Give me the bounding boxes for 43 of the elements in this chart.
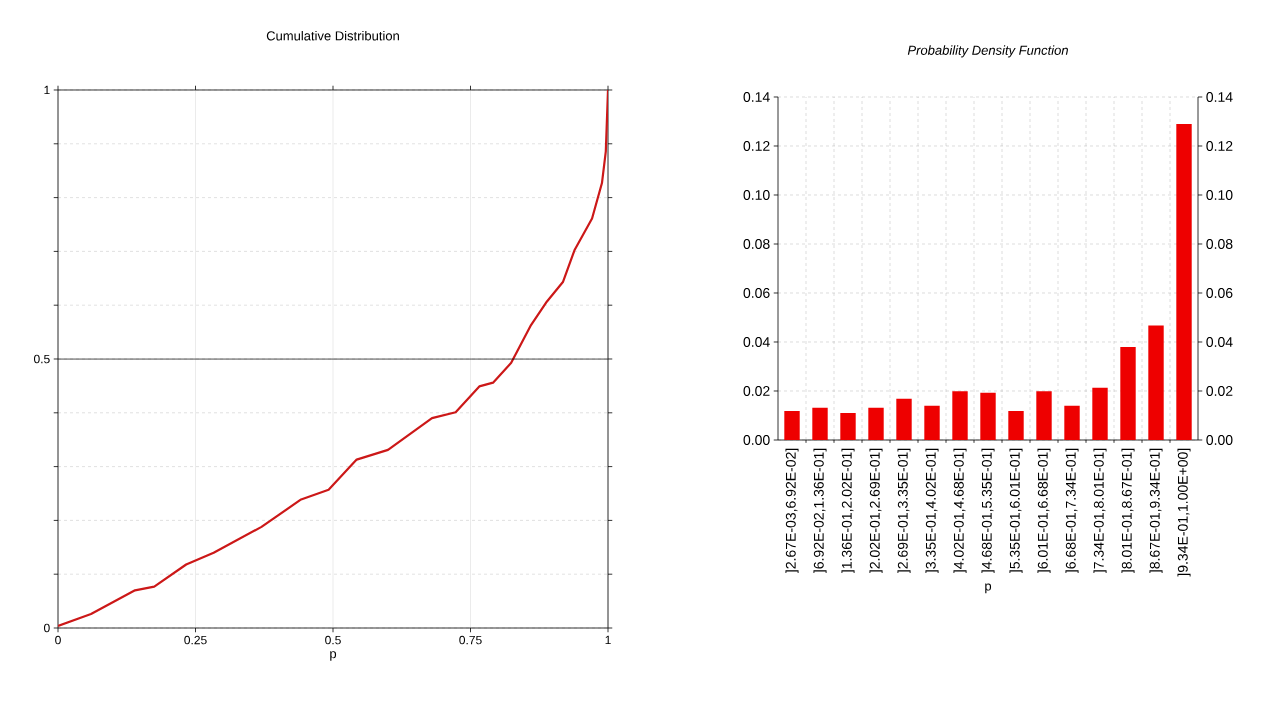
y-tick-label: 0 xyxy=(44,623,50,633)
y2-tick-label: 0.04 xyxy=(1206,337,1233,347)
x-tick-label: ]6.01E-01,6.68E-01] xyxy=(1037,448,1051,573)
y-tick-label: 0.04 xyxy=(743,337,770,347)
y2-tick-label: 0.10 xyxy=(1206,190,1233,200)
x-tick-label: 0 xyxy=(55,635,61,645)
y-tick-label: 0.12 xyxy=(743,141,770,151)
x-tick-label: ]2.02E-01,2.69E-01] xyxy=(869,448,883,573)
x-tick-label: ]2.67E-03,6.92E-02] xyxy=(785,448,799,573)
x-axis-title: p xyxy=(330,651,337,661)
y-tick-label: 1 xyxy=(44,85,50,95)
y2-tick-label: 0.02 xyxy=(1206,386,1233,396)
chart-title: Cumulative Distribution xyxy=(266,30,399,41)
chart-title: Probability Density Function xyxy=(907,45,1068,58)
x-tick-label: ]6.68E-01,7.34E-01] xyxy=(1065,448,1079,573)
y-tick-label: 0.00 xyxy=(743,435,770,445)
y2-tick-label: 0.12 xyxy=(1206,141,1233,151)
y2-tick-label: 0.00 xyxy=(1206,435,1233,445)
y2-tick-label: 0.08 xyxy=(1206,239,1233,249)
x-tick-label: ]6.92E-02,1.36E-01] xyxy=(813,448,827,573)
x-tick-label: ]7.34E-01,8.01E-01] xyxy=(1093,448,1107,573)
y-tick-label: 0.02 xyxy=(743,386,770,396)
y-tick-label: 0.5 xyxy=(33,354,50,364)
y-tick-label: 0.06 xyxy=(743,288,770,298)
y-tick-label: 0.08 xyxy=(743,239,770,249)
x-tick-label: ]1.36E-01,2.02E-01] xyxy=(841,448,855,573)
y-tick-label: 0.14 xyxy=(743,92,770,102)
x-tick-label: ]4.02E-01,4.68E-01] xyxy=(953,448,967,573)
x-tick-label: 1 xyxy=(605,635,611,645)
x-tick-label: ]8.67E-01,9.34E-01] xyxy=(1149,448,1163,573)
x-tick-label: ]2.69E-01,3.35E-01] xyxy=(897,448,911,573)
x-tick-label: ]5.35E-01,6.01E-01] xyxy=(1009,448,1023,573)
y-tick-label: 0.10 xyxy=(743,190,770,200)
x-axis-title: p xyxy=(985,583,992,594)
x-tick-label: 0.25 xyxy=(184,635,207,645)
y2-tick-label: 0.14 xyxy=(1206,92,1233,102)
x-tick-label: 0.5 xyxy=(325,635,341,645)
x-tick-label: ]8.01E-01,8.67E-01] xyxy=(1121,448,1135,573)
x-tick-label: ]3.35E-01,4.02E-01] xyxy=(925,448,939,573)
x-tick-label: ]4.68E-01,5.35E-01] xyxy=(981,448,995,573)
y2-tick-label: 0.06 xyxy=(1206,288,1233,298)
x-tick-label: ]9.34E-01,1.00E+00] xyxy=(1177,448,1191,577)
x-tick-label: 0.75 xyxy=(459,635,482,645)
